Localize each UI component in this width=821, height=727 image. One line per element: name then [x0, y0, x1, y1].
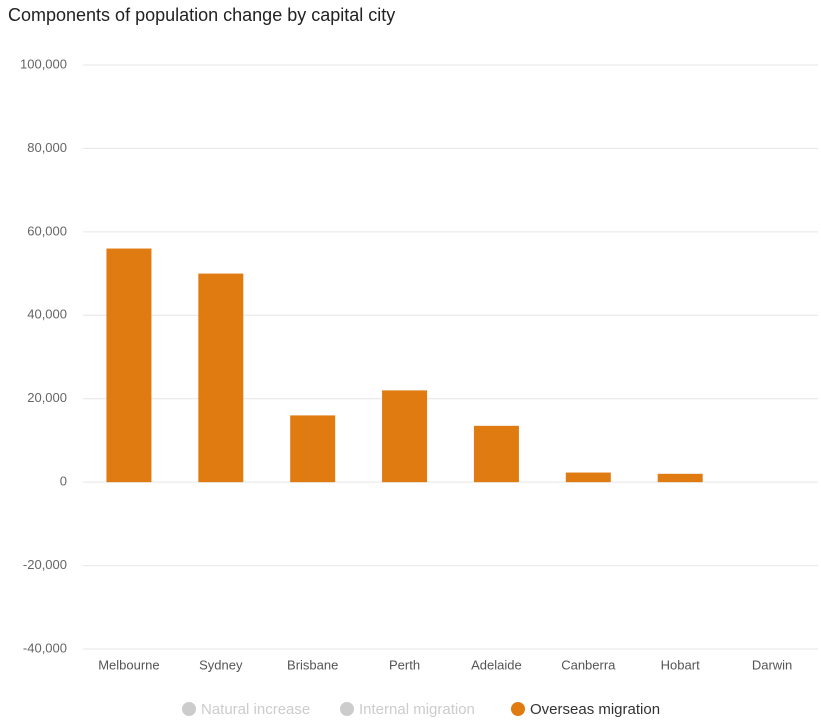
x-tick-label: Melbourne	[98, 657, 159, 672]
legend-label[interactable]: Overseas migration	[530, 701, 660, 718]
y-tick-label: 40,000	[27, 307, 67, 322]
legend-label[interactable]: Natural increase	[201, 701, 310, 718]
x-tick-label: Brisbane	[287, 657, 338, 672]
legend-marker[interactable]	[340, 702, 354, 716]
y-tick-label: 0	[60, 474, 67, 489]
x-tick-label: Hobart	[661, 657, 700, 672]
y-tick-label: -20,000	[23, 557, 67, 572]
bar	[657, 473, 703, 483]
bar	[473, 425, 519, 483]
bar	[290, 415, 336, 483]
bar	[106, 248, 152, 483]
x-tick-label: Adelaide	[471, 657, 522, 672]
y-tick-label: 100,000	[20, 56, 67, 71]
x-tick-label: Darwin	[752, 657, 792, 672]
x-tick-label: Perth	[389, 657, 420, 672]
legend-label[interactable]: Internal migration	[359, 701, 475, 718]
x-tick-label: Sydney	[199, 657, 243, 672]
legend-marker[interactable]	[511, 702, 525, 716]
bar	[565, 472, 611, 483]
y-tick-label: 80,000	[27, 140, 67, 155]
x-tick-label: Canberra	[561, 657, 616, 672]
y-tick-label: 60,000	[27, 223, 67, 238]
chart-title: Components of population change by capit…	[8, 5, 395, 25]
y-tick-label: -40,000	[23, 640, 67, 655]
y-tick-label: 20,000	[27, 390, 67, 405]
bar	[198, 273, 244, 483]
legend-marker[interactable]	[182, 702, 196, 716]
bar	[382, 390, 428, 483]
